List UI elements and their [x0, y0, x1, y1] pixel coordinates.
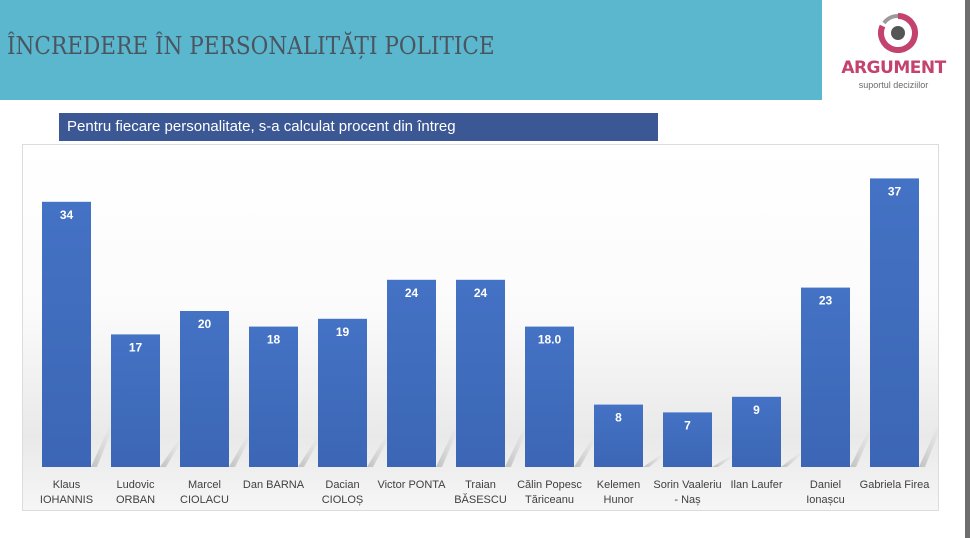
bar	[387, 279, 436, 467]
bar-shadow	[919, 427, 941, 467]
category-label: Gabriela Firea	[860, 479, 931, 491]
bar	[663, 412, 712, 467]
category-label: IOHANNIS	[40, 494, 93, 506]
bar-shadow	[229, 435, 251, 467]
bar-shadow	[505, 429, 527, 467]
bar	[525, 326, 574, 467]
bar-shadow	[643, 454, 665, 467]
subtitle-banner: Pentru fiecare personalitate, s-a calcul…	[59, 113, 658, 141]
logo-name: ARGUMENT	[841, 58, 946, 78]
bar	[732, 396, 781, 467]
bar-shadow	[712, 456, 734, 467]
category-label: Klaus	[53, 479, 81, 491]
category-label: Traian	[465, 479, 496, 491]
target-ring-icon	[878, 13, 918, 53]
category-label: - Naș	[674, 494, 701, 506]
category-label: Sorin Vaaleriu	[653, 479, 721, 491]
bar	[111, 334, 160, 467]
bar	[42, 201, 91, 468]
subtitle-text: Pentru fiecare personalitate, s-a calcul…	[67, 118, 456, 135]
bar	[318, 318, 367, 467]
category-label: Ilan Laufer	[731, 479, 783, 491]
data-label: 17	[129, 340, 143, 354]
bar-shadow	[850, 431, 872, 467]
category-label: Dacian	[325, 479, 359, 491]
logo-tagline: suportul deciziilor	[858, 80, 929, 90]
category-label: BĂSESCU	[454, 493, 507, 506]
category-label: Călin Popesc	[517, 479, 582, 491]
window-edge	[965, 0, 970, 538]
bar-shadow	[574, 438, 596, 467]
category-label: Ionașcu	[806, 494, 845, 506]
bar	[456, 279, 505, 467]
bar	[180, 311, 229, 467]
bar-shadow	[160, 440, 182, 467]
category-label: Hunor	[604, 494, 634, 506]
category-label: Victor PONTA	[377, 479, 446, 491]
bar	[249, 326, 298, 467]
data-label: 9	[753, 403, 760, 417]
bar-shadow	[781, 452, 803, 467]
data-label: 34	[60, 208, 74, 222]
data-label: 18	[267, 333, 281, 347]
data-label: 37	[888, 184, 902, 198]
category-label: CIOLACU	[180, 494, 229, 506]
page-title: ÎNCREDERE ÎN PERSONALITĂȚI POLITICE	[7, 32, 495, 60]
bar-shadow	[91, 427, 113, 467]
category-label: Dan BARNA	[243, 479, 305, 491]
bar	[594, 404, 643, 467]
category-label: Marcel	[188, 479, 221, 491]
bar-shadow	[436, 429, 458, 467]
bar-shadow	[298, 438, 320, 467]
category-label: Ludovic	[117, 479, 155, 491]
data-label: 24	[474, 286, 488, 300]
data-label: 18.0	[538, 333, 562, 347]
argument-logo: ARGUMENT suportul deciziilor	[822, 0, 965, 100]
category-label: Tăriceanu	[525, 494, 574, 506]
data-label: 23	[819, 294, 833, 308]
data-label: 19	[336, 325, 350, 339]
category-label: Kelemen	[597, 479, 640, 491]
data-label: 8	[615, 411, 622, 425]
category-label: ORBAN	[116, 494, 155, 506]
data-label: 7	[684, 418, 691, 432]
bar-shadow	[367, 437, 389, 467]
bar	[870, 178, 919, 467]
bar	[801, 287, 850, 467]
data-label: 24	[405, 286, 419, 300]
data-label: 20	[198, 317, 212, 331]
header-band: ÎNCREDERE ÎN PERSONALITĂȚI POLITICE	[0, 0, 822, 100]
category-label: CIOLOȘ	[322, 494, 364, 506]
category-label: Daniel	[810, 479, 841, 491]
